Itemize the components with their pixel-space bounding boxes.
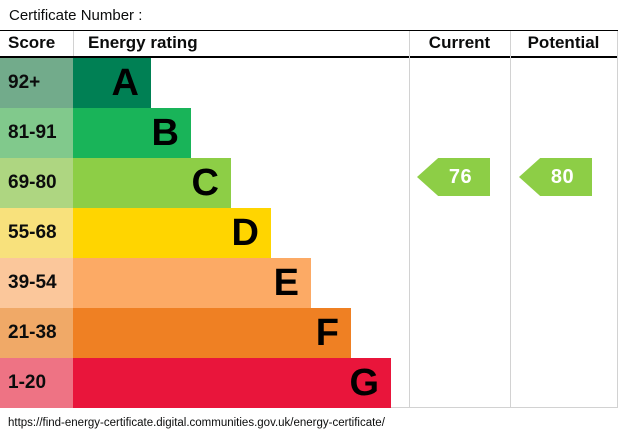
score-range-b: 81-91 <box>0 108 73 158</box>
potential-rating-arrow: 80 <box>519 158 592 196</box>
potential-rating-value: 80 <box>550 165 575 188</box>
divider-current-potential <box>510 31 511 408</box>
band-bar-c: C <box>73 158 231 208</box>
score-range-e: 39-54 <box>0 258 73 308</box>
column-header-potential: Potential <box>527 33 600 52</box>
band-row-g: 1-20 G <box>0 358 409 408</box>
score-range-f: 21-38 <box>0 308 73 358</box>
certificate-number-label: Certificate Number : <box>9 7 143 24</box>
divider-score-rating <box>73 31 74 56</box>
table-right-border <box>617 31 618 408</box>
column-header-current: Current <box>428 33 491 52</box>
band-row-e: 39-54 E <box>0 258 409 308</box>
score-range-c: 69-80 <box>0 158 73 208</box>
band-row-f: 21-38 F <box>0 308 409 358</box>
band-bar-a: A <box>73 58 151 108</box>
column-header-energy-rating: Energy rating <box>88 33 198 52</box>
rating-bands: 92+ A 81-91 B 69-80 C 55-68 D 39-54 E 21-38 F 1-20 G <box>0 58 409 408</box>
current-rating-arrow: 76 <box>417 158 490 196</box>
band-row-d: 55-68 D <box>0 208 409 258</box>
certificate-url: https://find-energy-certificate.digital.… <box>8 417 385 429</box>
score-range-a: 92+ <box>0 58 73 108</box>
band-row-c: 69-80 C <box>0 158 409 208</box>
column-header-score: Score <box>8 33 56 52</box>
band-bar-g: G <box>73 358 391 408</box>
divider-rating-current <box>409 31 410 408</box>
band-bar-b: B <box>73 108 191 158</box>
current-rating-value: 76 <box>448 165 473 188</box>
score-range-d: 55-68 <box>0 208 73 258</box>
band-bar-f: F <box>73 308 351 358</box>
band-bar-d: D <box>73 208 271 258</box>
table-header-row: Score Energy rating Current Potential <box>0 30 618 58</box>
table-bottom-border <box>391 407 618 408</box>
band-bar-e: E <box>73 258 311 308</box>
band-row-b: 81-91 B <box>0 108 409 158</box>
band-row-a: 92+ A <box>0 58 409 108</box>
score-range-g: 1-20 <box>0 358 73 408</box>
